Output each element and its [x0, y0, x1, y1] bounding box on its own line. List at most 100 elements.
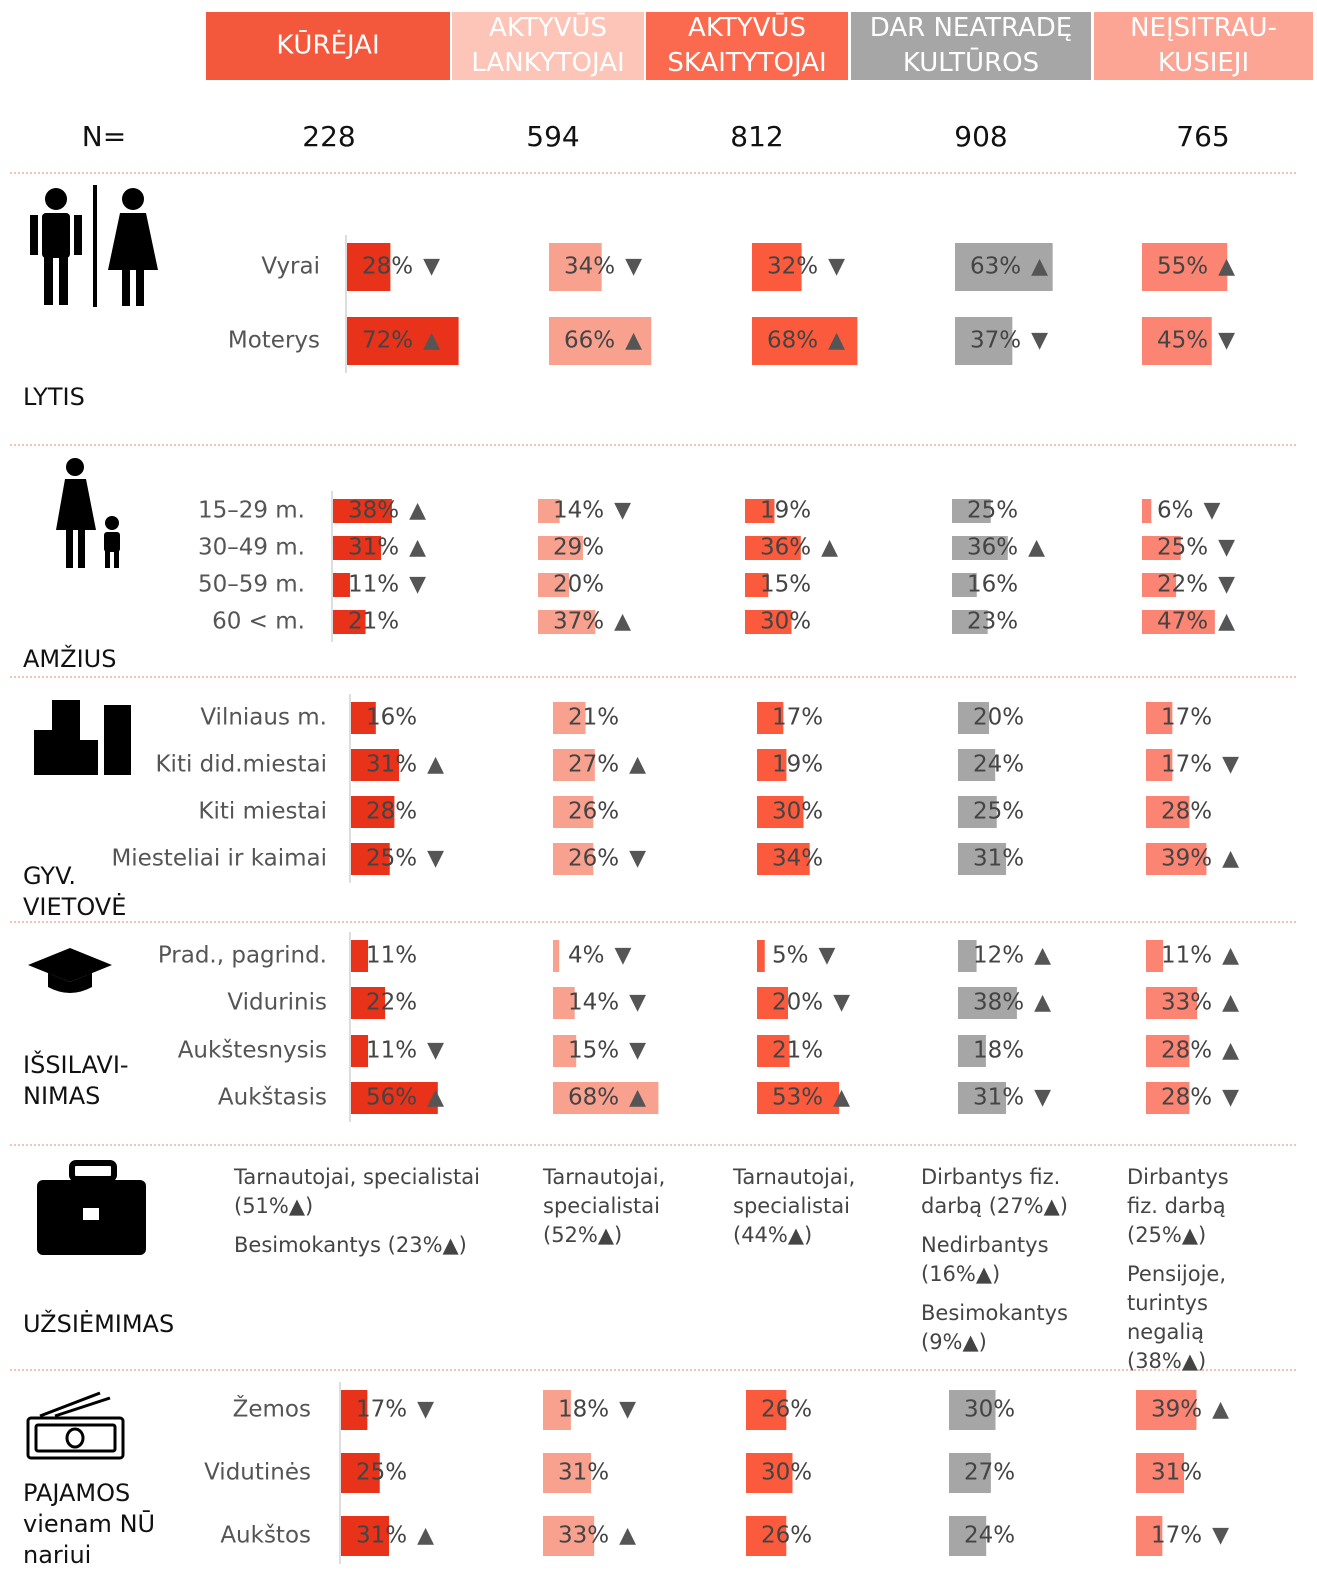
value-label: 31% — [973, 846, 1024, 872]
value-label: 21% — [772, 1038, 823, 1064]
arrow: ▲ — [1212, 1397, 1229, 1422]
value-label: 26% — [568, 799, 619, 825]
arrow: ▲ — [833, 1085, 850, 1110]
value-label: 38% — [973, 990, 1024, 1016]
arrow: ▲ — [629, 752, 646, 777]
arrow: ▲ — [1218, 609, 1235, 634]
value-label: 36% — [760, 535, 811, 561]
occupation-column: Dirbantys fiz. darbą (25%▲) Pensijoje, tu… — [1127, 1163, 1247, 1386]
section-title: nariui — [23, 1541, 91, 1569]
value-label: 30% — [772, 799, 823, 825]
bar — [955, 243, 1053, 291]
icon-money — [26, 1391, 125, 1460]
bar — [1142, 573, 1177, 597]
section-title: VIETOVĖ — [23, 892, 126, 921]
value-label: 26% — [761, 1397, 812, 1423]
bar — [543, 1390, 571, 1430]
occupation-column: Tarnautojai, specialistai (52%▲) — [543, 1163, 703, 1260]
bar — [333, 499, 392, 523]
bar — [757, 940, 765, 972]
row-label: Žemos — [233, 1395, 311, 1423]
bar — [351, 843, 390, 875]
bar — [757, 1035, 790, 1067]
arrow: ▼ — [625, 254, 642, 279]
arrow: ▲ — [821, 535, 838, 560]
segment-name: KUSIEJI — [1158, 48, 1249, 78]
value-label: 34% — [772, 846, 823, 872]
bar — [553, 987, 575, 1019]
n-value: 594 — [526, 120, 579, 153]
value-label: 30% — [964, 1397, 1015, 1423]
segment-name: AKTYVŪS — [489, 12, 607, 43]
arrow: ▲ — [1222, 990, 1239, 1015]
value-label: 31% — [1151, 1460, 1202, 1486]
bar — [1142, 536, 1181, 560]
value-label: 17% — [356, 1397, 407, 1423]
value-label: 28% — [1161, 1038, 1212, 1064]
row-label: 60 < m. — [212, 609, 305, 635]
arrow: ▼ — [1222, 1085, 1239, 1110]
bar — [341, 1453, 380, 1493]
bar — [543, 1453, 592, 1493]
bar — [1146, 987, 1198, 1019]
row-label: Prad., pagrind. — [158, 943, 327, 969]
arrow: ▲ — [423, 328, 440, 353]
row-label: Aukštos — [220, 1523, 311, 1549]
row-label: Vyrai — [261, 254, 320, 280]
bar — [757, 1082, 840, 1114]
arrow: ▲ — [1028, 535, 1045, 560]
value-label: 17% — [1161, 752, 1212, 778]
value-label: 16% — [366, 705, 417, 731]
value-label: 25% — [1157, 535, 1208, 561]
value-label: 22% — [1157, 572, 1208, 598]
value-label: 37% — [553, 609, 604, 635]
row-label: Miesteliai ir kaimai — [111, 846, 327, 872]
bar — [351, 940, 369, 972]
value-label: 11% — [348, 572, 399, 598]
occupation-item: Dirbantys fiz. darbą (27%▲) — [921, 1165, 1068, 1218]
bar — [958, 987, 1017, 1019]
value-label: 28% — [1161, 799, 1212, 825]
value-label: 28% — [366, 799, 417, 825]
value-label: 14% — [553, 498, 604, 524]
bar — [351, 702, 376, 734]
bar — [752, 243, 802, 291]
value-label: 31% — [348, 535, 399, 561]
section-title: PAJAMOS — [23, 1479, 130, 1507]
segment-header — [1094, 12, 1313, 80]
bar — [351, 1082, 438, 1114]
bar — [543, 1516, 595, 1556]
icon-briefcase — [37, 1160, 146, 1255]
arrow: ▲ — [427, 752, 444, 777]
bar — [538, 610, 596, 634]
value-label: 17% — [1151, 1523, 1202, 1549]
icon-parent-child — [56, 458, 120, 568]
bar — [958, 1035, 986, 1067]
arrow: ▲ — [828, 328, 845, 353]
value-label: 11% — [366, 1038, 417, 1064]
bar — [1146, 796, 1190, 828]
row-label: Vilniaus m. — [200, 705, 327, 731]
value-label: 66% — [564, 328, 615, 354]
bar — [1142, 317, 1212, 365]
bar — [553, 843, 594, 875]
bar — [341, 1516, 390, 1556]
bar — [351, 749, 400, 781]
arrow: ▼ — [615, 943, 632, 968]
value-label: 24% — [964, 1523, 1015, 1549]
bar — [955, 317, 1013, 365]
bar — [952, 573, 977, 597]
section-title: UŽSIĖMIMAS — [23, 1309, 174, 1338]
arrow: ▼ — [1218, 572, 1235, 597]
arrow: ▲ — [619, 1523, 636, 1548]
arrow: ▼ — [819, 943, 836, 968]
value-label: 11% — [1161, 943, 1212, 969]
bar — [1146, 843, 1207, 875]
bar — [949, 1390, 996, 1430]
bar — [745, 536, 801, 560]
arrow: ▲ — [1222, 943, 1239, 968]
row-label: 15–29 m. — [198, 498, 305, 524]
section-title: AMŽIUS — [23, 644, 116, 673]
segment-name: KŪRĖJAI — [276, 29, 379, 61]
occupation-item: Nedirbantys (16%▲) — [921, 1233, 1049, 1286]
